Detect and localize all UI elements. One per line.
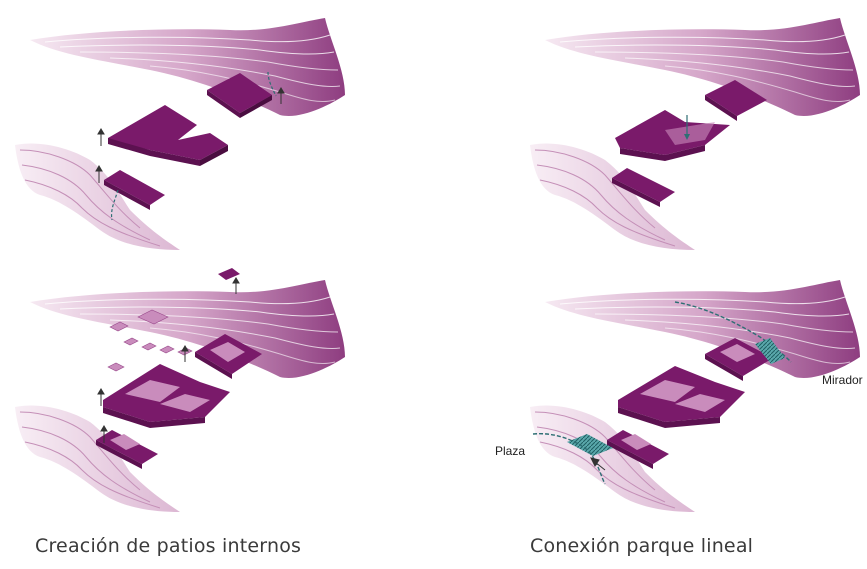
building-main (108, 105, 228, 160)
path-dashed (532, 432, 606, 485)
mirador-area (755, 338, 785, 364)
plaza-area (567, 434, 613, 456)
panel-bottom-left (14, 268, 346, 513)
floating-volumes (107, 309, 193, 372)
path-dashed (110, 189, 119, 221)
label-plaza: Plaza (495, 444, 526, 458)
building-south (104, 170, 165, 205)
panel-top-left (14, 17, 346, 251)
arrow-up-icon (95, 87, 285, 183)
building-south (612, 168, 675, 202)
building-east (705, 80, 767, 116)
caption-left: Creación de patios internos (35, 535, 302, 557)
arrow-icon (590, 457, 606, 471)
label-mirador: Mirador (822, 373, 863, 387)
terrain-upper (29, 17, 346, 117)
arrow-up-icon (97, 277, 240, 443)
panel-top-right (529, 17, 861, 251)
panel-bottom-right (529, 279, 861, 513)
building-east (207, 73, 272, 113)
caption-right: Conexión parque lineal (530, 535, 754, 557)
